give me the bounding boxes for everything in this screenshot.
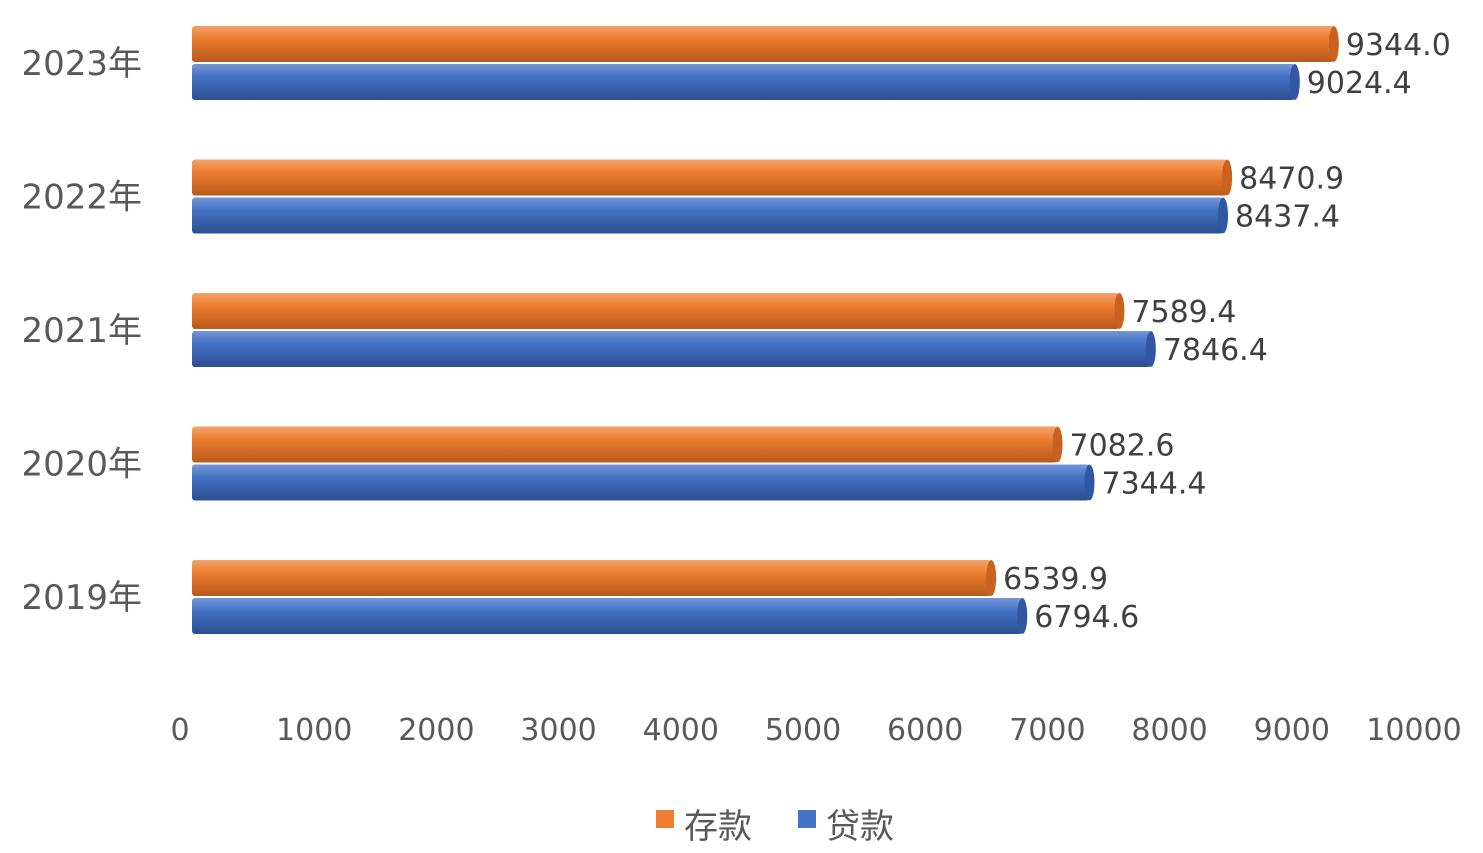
bar-cap-1-4 [1017, 598, 1028, 634]
bar-cap-0-0 [1328, 26, 1339, 62]
bar-loan-3 [192, 464, 1090, 501]
x-tick-label-6: 6000 [887, 713, 963, 748]
data-label-0-3: 7082.6 [1069, 429, 1174, 464]
category-label-1: 2022年 [21, 178, 142, 218]
legend-label-1: 贷款 [826, 807, 894, 847]
x-tick-label-10: 10000 [1366, 713, 1461, 748]
value-axis: 0 1000 2000 3000 4000 5000 6000 7000 8000 9000 100… [170, 713, 1461, 748]
data-label-0-1: 8470.9 [1239, 162, 1344, 197]
data-label-1-4: 6794.6 [1034, 600, 1139, 635]
legend: 存款 贷款 [656, 807, 894, 847]
category-axis: 2023年 2022年 2021年 2020年 2019年 [21, 44, 142, 618]
bar-cap-1-3 [1084, 464, 1095, 501]
x-tick-label-8: 8000 [1131, 713, 1207, 748]
data-label-0-0: 9344.0 [1346, 28, 1451, 63]
x-tick-label-7: 7000 [1009, 713, 1085, 748]
bar-deposit-0 [192, 26, 1334, 62]
data-label-0-4: 6539.9 [1003, 562, 1108, 597]
legend-label-0: 存款 [684, 807, 752, 847]
data-label-0-2: 7589.4 [1131, 295, 1236, 330]
bar-cap-0-4 [986, 560, 997, 596]
data-label-1-2: 7846.4 [1163, 333, 1268, 368]
legend-swatch-1 [798, 810, 816, 828]
bar-loan-0 [192, 64, 1295, 100]
legend-swatch-0 [656, 810, 674, 828]
bar-cap-1-2 [1145, 331, 1156, 367]
data-label-1-3: 7344.4 [1101, 467, 1206, 502]
bar-deposit-2 [192, 293, 1120, 329]
x-tick-label-9: 9000 [1254, 713, 1330, 748]
bar-cap-1-0 [1289, 64, 1300, 100]
bar-cap-0-1 [1222, 159, 1233, 196]
bar-deposit-1 [192, 159, 1228, 196]
bar-cap-0-2 [1114, 293, 1125, 329]
category-label-4: 2019年 [21, 578, 142, 618]
data-label-1-0: 9024.4 [1307, 66, 1412, 101]
x-tick-label-5: 5000 [765, 713, 841, 748]
bar-deposit-3 [192, 426, 1058, 463]
bar-deposit-4 [192, 560, 992, 596]
bar-loan-1 [192, 197, 1224, 234]
x-tick-label-1: 1000 [276, 713, 352, 748]
category-label-3: 2020年 [21, 445, 142, 485]
bar-loan-4 [192, 598, 1023, 634]
bar-cap-0-3 [1052, 426, 1063, 463]
x-tick-label-0: 0 [170, 713, 189, 748]
data-label-1-1: 8437.4 [1235, 200, 1340, 235]
bar-loan-2 [192, 331, 1151, 367]
category-label-0: 2023年 [21, 44, 142, 84]
bar-cap-1-1 [1218, 197, 1229, 234]
x-tick-label-2: 2000 [398, 713, 474, 748]
x-tick-label-4: 4000 [643, 713, 719, 748]
category-label-2: 2021年 [21, 311, 142, 351]
x-tick-label-3: 3000 [520, 713, 596, 748]
